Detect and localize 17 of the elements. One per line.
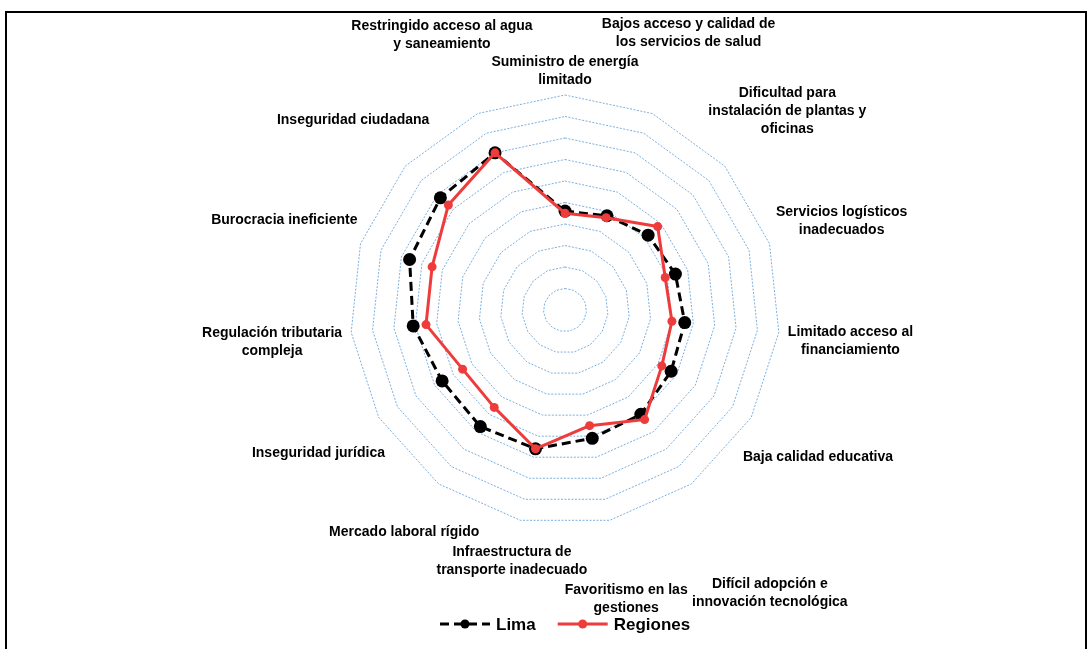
spoke-label: Regulación tributaria compleja — [202, 323, 343, 358]
spoke-label: Favoritismo en las gestiones — [564, 581, 688, 615]
spoke-label: Mercado laboral rígido — [329, 523, 480, 540]
spoke-label: Limitado acceso al financiamiento — [787, 323, 914, 358]
spoke-label: Bajos acceso y calidad de los servicios de salud — [601, 15, 776, 50]
spoke-label: Baja calidad educativa — [742, 448, 894, 465]
spoke-label: Restringido acceso al agua y saneamiento — [351, 16, 533, 51]
spoke-label: Difícil adopción e innovación tecnológica — [692, 574, 848, 609]
spoke-label: Inseguridad ciudadana — [276, 111, 430, 128]
spoke-label: Infraestructura de transporte inadecuado — [436, 542, 588, 577]
spoke-label: Burocracia ineficiente — [211, 210, 358, 227]
spoke-label: Inseguridad jurídica — [251, 444, 386, 461]
spoke-label: Dificultad para instalación de plantas y oficinas — [708, 83, 867, 136]
legend-label: Regiones — [613, 615, 691, 634]
legend-label: Lima — [496, 615, 537, 634]
spoke-label: Suministro de energía limitado — [491, 53, 639, 87]
spoke-label: Servicios logísticos inadecuados — [775, 203, 908, 238]
